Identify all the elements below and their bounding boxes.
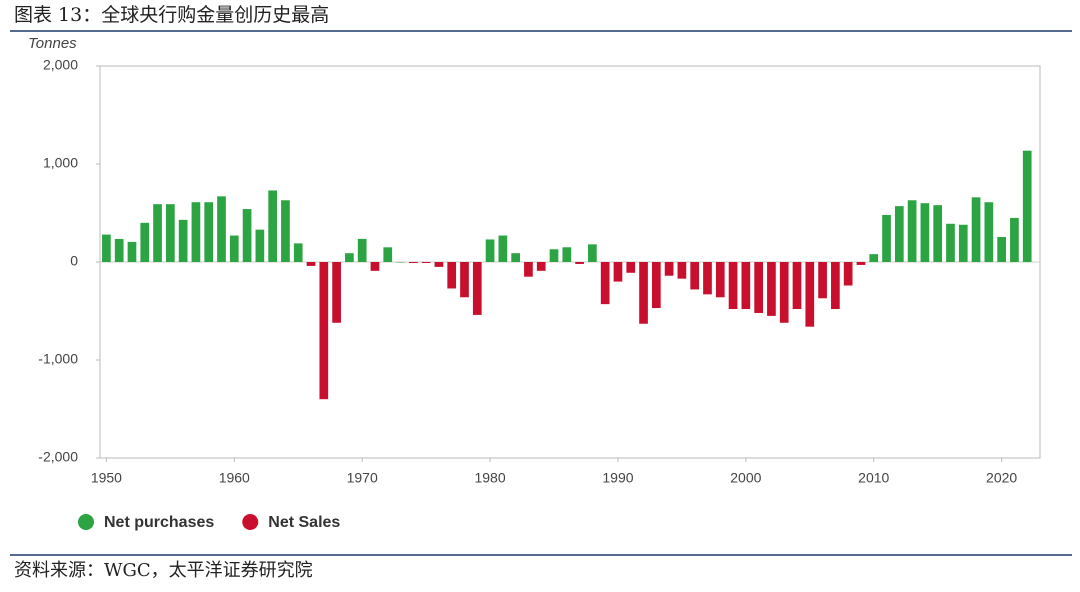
- y-tick-label: -2,000: [38, 449, 78, 465]
- bar: [242, 209, 252, 262]
- x-tick-label: 1980: [474, 470, 505, 486]
- bar: [460, 262, 469, 298]
- bar: [485, 239, 495, 262]
- bar: [715, 262, 725, 298]
- bar: [920, 203, 930, 262]
- bar: [971, 197, 981, 262]
- source: 资料来源：WGC，太平洋证券研究院: [14, 560, 313, 581]
- bar: [728, 262, 738, 310]
- bar: [396, 262, 405, 263]
- bar: [882, 214, 891, 262]
- bar: [984, 202, 994, 262]
- bar: [805, 262, 815, 327]
- legend-label: Net Sales: [268, 514, 340, 531]
- bar: [562, 247, 572, 262]
- bar: [370, 262, 380, 271]
- bar: [114, 238, 124, 262]
- bar: [421, 262, 431, 263]
- bar: [703, 262, 712, 295]
- bar: [651, 262, 661, 309]
- bar: [946, 223, 955, 262]
- bar: [383, 247, 393, 262]
- bar: [639, 262, 648, 324]
- bar: [856, 262, 866, 265]
- bar: [472, 262, 482, 315]
- bar: [434, 262, 444, 267]
- bar: [997, 237, 1006, 262]
- bar: [754, 262, 763, 313]
- bar: [831, 262, 840, 310]
- bar: [907, 200, 917, 262]
- bar: [690, 262, 700, 290]
- y-axis-label: Tonnes: [28, 35, 77, 52]
- x-tick-label: 1970: [347, 470, 378, 486]
- bar: [613, 262, 623, 282]
- bar: [869, 254, 879, 262]
- bar: [191, 202, 201, 262]
- chart-title: 图表 13：全球央行购金量创历史最高: [14, 4, 329, 26]
- bar: [140, 222, 150, 262]
- bar: [626, 262, 636, 273]
- bar: [268, 190, 278, 262]
- y-tick-label: 2,000: [43, 57, 78, 73]
- bar: [588, 244, 597, 262]
- x-tick-label: 1990: [602, 470, 633, 486]
- bar: [536, 262, 546, 271]
- x-tick-label: 1950: [91, 470, 122, 486]
- x-tick-label: 2010: [858, 470, 889, 486]
- bar: [677, 262, 687, 279]
- bar: [332, 262, 341, 323]
- bar: [933, 205, 943, 262]
- bar: [281, 200, 290, 262]
- bar: [767, 262, 776, 316]
- y-tick-label: 0: [70, 253, 78, 269]
- bar: [306, 262, 316, 266]
- bar: [511, 253, 520, 262]
- x-tick-label: 1960: [219, 470, 250, 486]
- x-tick-label: 2020: [986, 470, 1017, 486]
- bar: [319, 262, 329, 400]
- y-tick-label: -1,000: [38, 351, 78, 367]
- bar: [153, 204, 162, 262]
- x-tick-label: 2000: [730, 470, 761, 486]
- bar: [818, 262, 827, 299]
- bar: [843, 262, 853, 286]
- legend-label: Net purchases: [104, 514, 214, 531]
- bar: [293, 243, 303, 262]
- bar: [1022, 150, 1032, 262]
- bar: [102, 234, 111, 262]
- bar: [894, 206, 904, 262]
- bar: [408, 262, 418, 263]
- bar: [779, 262, 789, 323]
- bar: [664, 262, 674, 276]
- bar: [127, 241, 137, 262]
- bar: [498, 235, 508, 262]
- bar: [958, 224, 968, 262]
- bar: [217, 196, 226, 262]
- bar: [165, 204, 175, 262]
- bar: [204, 202, 214, 262]
- bar: [524, 262, 533, 277]
- legend-swatch: [242, 514, 259, 530]
- bar: [600, 262, 610, 305]
- bar: [575, 262, 584, 264]
- y-tick-label: 1,000: [43, 155, 78, 171]
- bar: [345, 253, 354, 262]
- bar: [792, 262, 802, 310]
- bar: [447, 262, 457, 289]
- bar: [357, 238, 367, 262]
- bar: [229, 235, 239, 262]
- bar: [741, 262, 751, 310]
- bar: [1010, 217, 1019, 262]
- bar: [255, 229, 265, 262]
- legend-swatch: [78, 514, 94, 530]
- bar: [549, 249, 559, 262]
- bar: [178, 219, 188, 262]
